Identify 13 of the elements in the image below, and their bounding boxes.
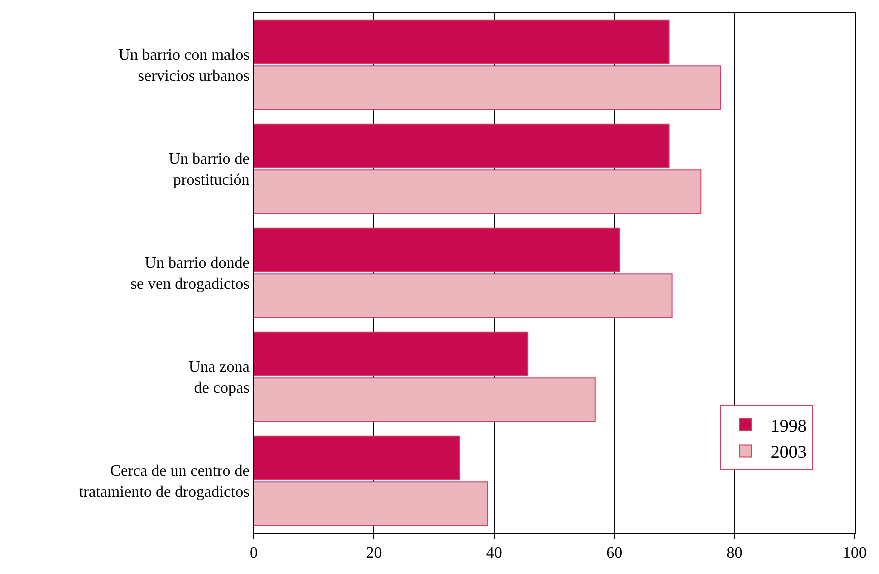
legend-label: 1998 <box>770 416 807 436</box>
legend-label: 2003 <box>770 442 807 462</box>
x-tick-label: 60 <box>606 545 623 562</box>
y-tick-label: Una zona de copas <box>188 359 250 397</box>
y-tick-label: Un barrio donde se ven drogadictos <box>130 255 250 293</box>
x-tick-label: 40 <box>486 545 502 562</box>
x-tick-label: 100 <box>843 545 867 562</box>
y-tick-label: Un barrio con malos servicios urbanos <box>118 47 250 85</box>
x-tick-label: 0 <box>250 545 258 562</box>
x-tick-label: 20 <box>366 545 382 562</box>
y-tick-label: Un barrio de prostitución <box>168 151 250 189</box>
x-tick-label: 80 <box>726 545 743 562</box>
y-tick-label: Cerca de un centro de tratamiento de drogadictos <box>79 463 250 501</box>
